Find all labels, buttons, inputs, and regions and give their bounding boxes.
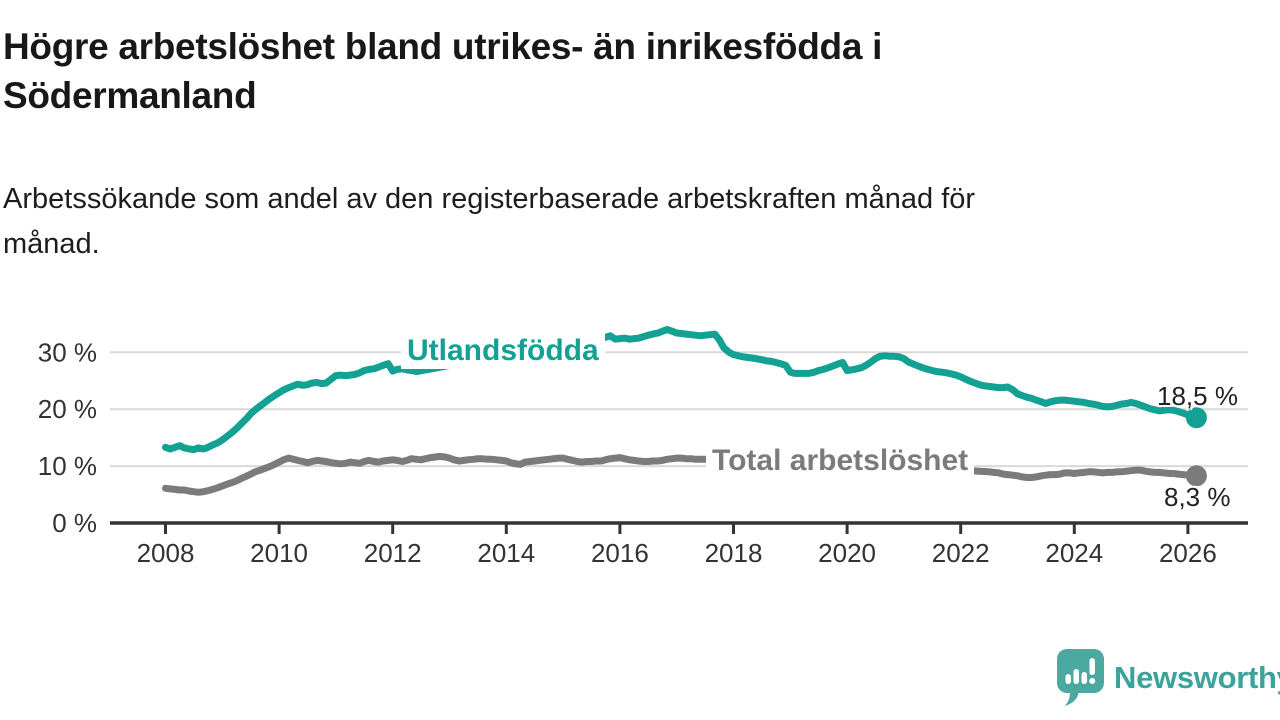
page-subtitle-line-2: månad. [3, 228, 100, 260]
y-axis-tick-label-20: 20 % [38, 394, 97, 424]
page-subtitle: Arbetssökande som andel av den registerb… [3, 177, 975, 267]
end-value-label-total: 8,3 % [1164, 482, 1231, 512]
x-axis-tick-label-2026: 2026 [1159, 538, 1217, 568]
x-axis-tick-label-2014: 2014 [477, 538, 535, 568]
x-axis-tick-label-2024: 2024 [1045, 538, 1103, 568]
series-label-utlandsfodda: Utlandsfödda [401, 333, 605, 369]
x-axis-tick-label-2022: 2022 [932, 538, 990, 568]
y-axis-tick-label-0: 0 % [52, 508, 97, 538]
newsworthy-wordmark: Newsworthy [1114, 659, 1280, 695]
newsworthy-logo: Newsworthy [1056, 648, 1280, 707]
end-value-label-utlandsfodda: 18,5 % [1157, 381, 1238, 411]
newsworthy-bubble-barchart-icon [1057, 649, 1104, 706]
page-subtitle-line-1: Arbetssökande som andel av den registerb… [3, 183, 976, 215]
page-title-line-1: Högre arbetslöshet bland utrikes- än inr… [3, 26, 883, 67]
series-line-utlandsfodda [162, 326, 1200, 454]
page-title: Högre arbetslöshet bland utrikes- än inr… [3, 22, 882, 120]
x-axis-tick-label-2008: 2008 [137, 538, 195, 568]
x-axis-tick-label-2010: 2010 [250, 538, 308, 568]
x-axis-tick-label-2020: 2020 [818, 538, 876, 568]
y-axis-tick-label-30: 30 % [38, 337, 97, 367]
x-axis-tick-label-2018: 2018 [705, 538, 763, 568]
series-line-total [162, 452, 1200, 496]
bar-chart-glyph [1065, 658, 1096, 684]
y-axis-tick-label-10: 10 % [38, 451, 97, 481]
x-axis-tick-label-2016: 2016 [591, 538, 649, 568]
speech-bubble-shape [1057, 649, 1104, 706]
series-label-total-arbetsloshet: Total arbetslöshet [706, 443, 975, 479]
page-title-line-2: Södermanland [3, 75, 257, 116]
x-axis-tick-label-2012: 2012 [364, 538, 422, 568]
